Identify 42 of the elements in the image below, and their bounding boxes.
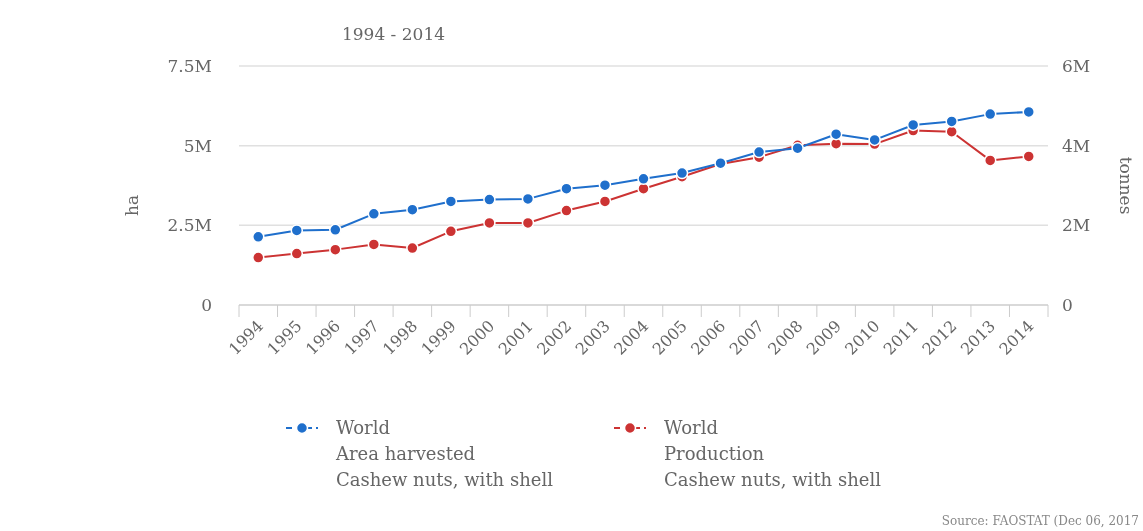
point: [598, 178, 612, 192]
point: [406, 241, 419, 255]
point: [983, 154, 997, 167]
point: [868, 133, 881, 147]
point: [521, 192, 535, 206]
point: [752, 145, 766, 159]
y-tick-label: 7.5M: [167, 56, 212, 76]
y-tick-label: 5M: [183, 135, 212, 156]
y-axis-title: ha: [122, 194, 142, 217]
y2-axis-title: tonnes: [1116, 156, 1136, 215]
point: [906, 118, 920, 132]
point: [290, 247, 304, 260]
point: [444, 195, 458, 208]
point: [329, 223, 342, 237]
point: [675, 166, 689, 180]
point: [483, 193, 496, 206]
y2-tick-label: 2M: [1062, 215, 1091, 236]
point: [290, 224, 304, 237]
point: [637, 172, 650, 186]
chart-subtitle: 1994 - 2014: [341, 24, 446, 44]
legend-label: World Production Cashew nuts, with shell: [664, 417, 882, 490]
y2-tick-label: 0: [1062, 295, 1073, 315]
y2-tick-label: 4M: [1062, 135, 1091, 156]
point: [444, 225, 458, 238]
point: [483, 216, 496, 230]
point: [1022, 150, 1035, 163]
source-note: Source: FAOSTAT (Dec 06, 2017: [941, 514, 1139, 528]
point: [367, 238, 381, 251]
point: [252, 230, 265, 244]
y2-tick-label: 6M: [1062, 56, 1091, 76]
point: [983, 107, 997, 121]
y-tick-label: 0: [201, 295, 212, 315]
y-tick-label: 2.5M: [167, 215, 212, 236]
point: [252, 251, 265, 264]
legend-label: World Area harvested Cashew nuts, with shell: [335, 417, 554, 490]
point: [829, 127, 843, 141]
point: [945, 115, 958, 128]
point: [367, 207, 381, 221]
point: [521, 216, 535, 230]
point: [598, 195, 612, 208]
point: [560, 204, 573, 217]
point: [1022, 105, 1035, 119]
